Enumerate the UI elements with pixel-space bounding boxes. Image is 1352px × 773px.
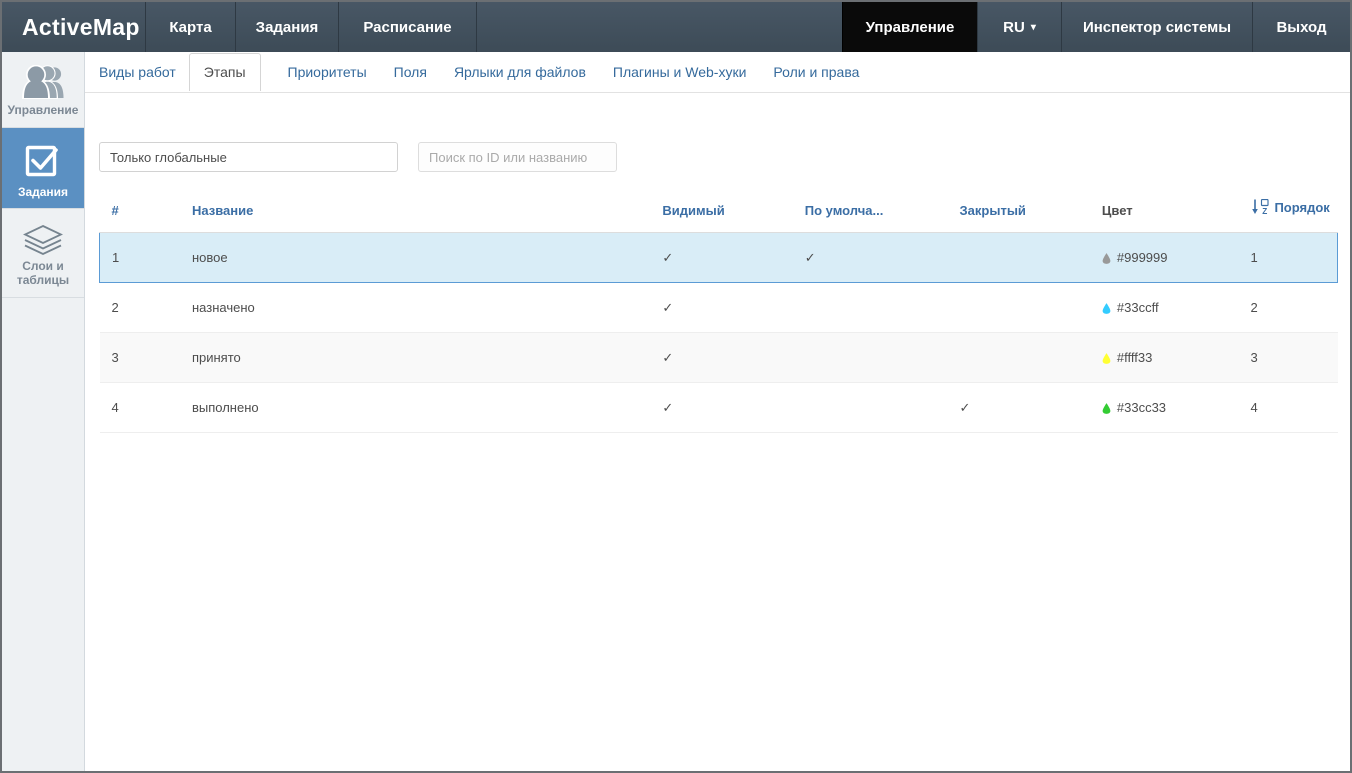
svg-text:Z: Z bbox=[1263, 207, 1268, 215]
